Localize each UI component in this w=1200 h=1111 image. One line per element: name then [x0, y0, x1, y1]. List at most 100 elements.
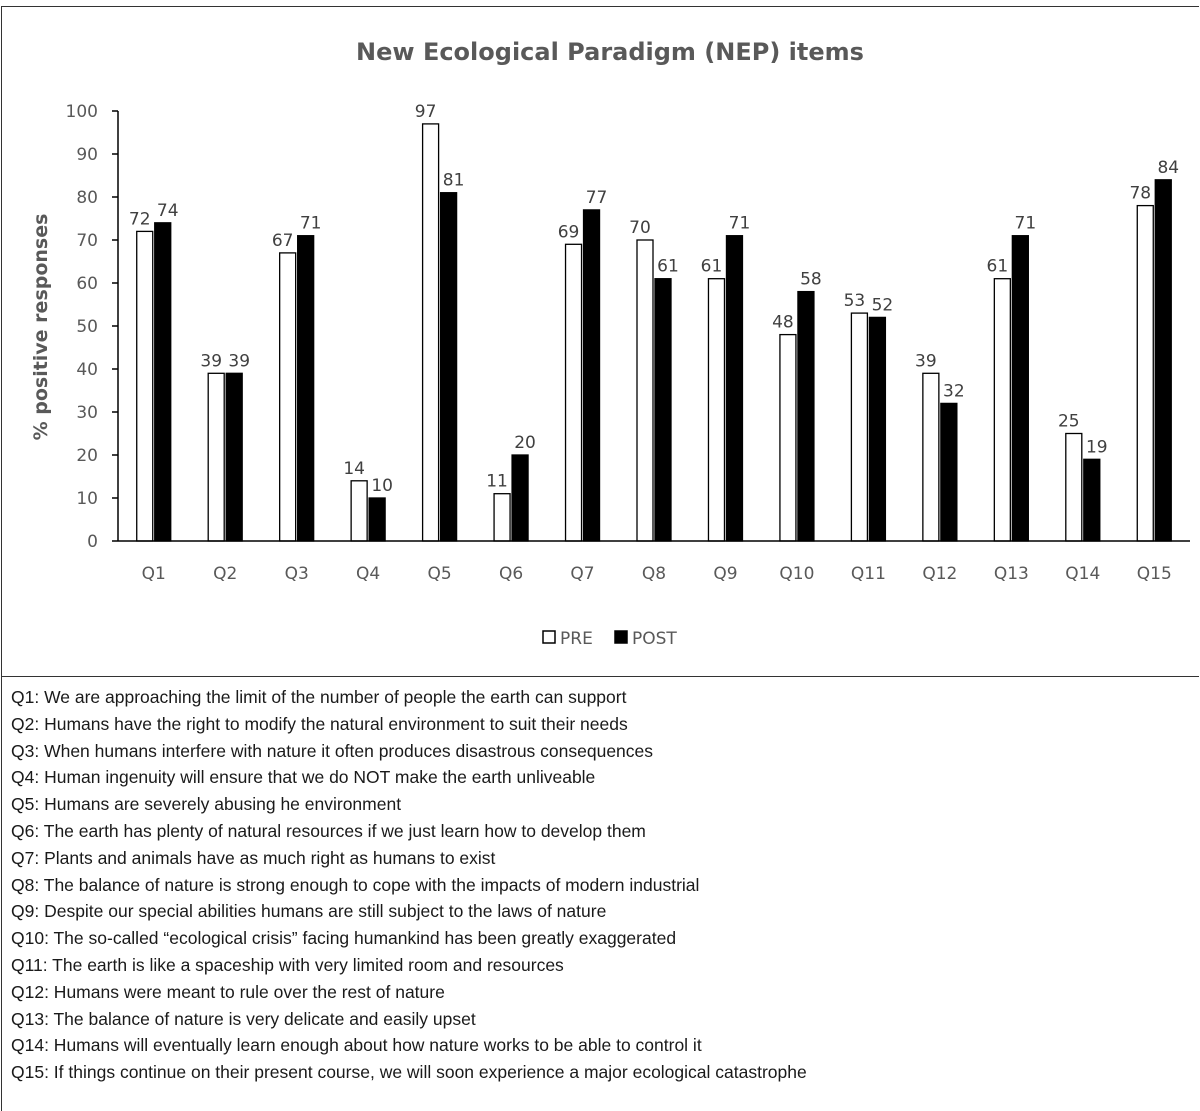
data-label-post-q4: 10: [371, 476, 393, 496]
data-label-post-q15: 84: [1157, 158, 1179, 178]
x-tick-label: Q11: [851, 564, 886, 584]
legend-swatch-pre: [542, 630, 556, 644]
bar-post-q2: [225, 372, 243, 542]
data-label-post-q7: 77: [586, 188, 608, 208]
footnote-q3: Q3: When humans interfere with nature it…: [11, 740, 654, 761]
y-tick-label: 0: [87, 532, 98, 552]
data-label-pre-q2: 39: [200, 351, 222, 371]
y-tick-label: 20: [76, 446, 98, 466]
data-label-pre-q1: 72: [129, 209, 151, 229]
x-tick-label: Q13: [994, 564, 1029, 584]
bar-chart: New Ecological Paradigm (NEP) items % po…: [30, 38, 1190, 649]
legend: PRE POST: [542, 629, 677, 649]
data-label-pre-q3: 67: [272, 231, 294, 251]
bar-post-q9: [725, 235, 744, 542]
data-label-pre-q5: 97: [415, 102, 437, 122]
bar-post-q14: [1083, 458, 1101, 542]
x-tick-label: Q12: [922, 564, 957, 584]
bar-pre-q13: [993, 278, 1011, 542]
bar-pre-q6: [493, 493, 511, 542]
x-tick-label: Q14: [1065, 564, 1100, 584]
legend-label-post: POST: [632, 629, 677, 649]
bar-pre-q3: [279, 252, 297, 542]
bar-post-q3: [297, 235, 315, 542]
data-label-post-q11: 52: [872, 295, 894, 315]
footnote-q11: Q11: The earth is like a spaceship with …: [11, 954, 564, 975]
data-label-pre-q12: 39: [915, 351, 937, 371]
footnotes-panel: Q1: We are approaching the limit of the …: [1, 677, 1200, 1111]
data-label-pre-q8: 70: [629, 218, 651, 238]
y-tick-label: 90: [76, 145, 98, 165]
bar-post-q4: [368, 497, 386, 542]
data-label-post-q14: 19: [1086, 437, 1108, 457]
footnote-q4: Q4: Human ingenuity will ensure that we …: [11, 767, 596, 788]
footnote-q10: Q10: The so-called “ecological crisis” f…: [11, 928, 677, 949]
data-label-post-q10: 58: [800, 270, 822, 290]
y-tick-label: 80: [76, 188, 98, 208]
data-label-post-q13: 71: [1015, 214, 1037, 234]
bar-pre-q9: [707, 278, 726, 542]
bar-post-q12: [940, 402, 958, 542]
footnote-q9: Q9: Despite our special abilities humans…: [11, 901, 607, 922]
x-tick-label: Q8: [642, 564, 666, 584]
bar-pre-q14: [1065, 432, 1083, 542]
bar-post-q10: [797, 290, 815, 542]
footnote-q5: Q5: Humans are severely abusing he envir…: [11, 794, 402, 815]
x-tick-label: Q6: [499, 564, 523, 584]
x-tick-label: Q1: [142, 564, 166, 584]
bar-post-q15: [1154, 179, 1172, 542]
data-label-pre-q9: 61: [701, 257, 723, 277]
y-tick-label: 30: [76, 403, 98, 423]
legend-label-pre: PRE: [560, 629, 593, 649]
y-axis-title: % positive responses: [30, 214, 52, 441]
data-label-pre-q7: 69: [558, 222, 580, 242]
x-tick-label: Q10: [779, 564, 814, 584]
bar-post-q11: [868, 316, 887, 542]
footnote-q1: Q1: We are approaching the limit of the …: [11, 687, 627, 707]
data-label-pre-q14: 25: [1058, 412, 1080, 432]
footnote-q8: Q8: The balance of nature is strong enou…: [11, 874, 700, 895]
footnote-q2: Q2: Humans have the right to modify the …: [11, 713, 628, 734]
bar-post-q7: [582, 209, 601, 542]
x-tick-label: Q3: [285, 564, 309, 584]
footnote-q6: Q6: The earth has plenty of natural reso…: [11, 820, 646, 841]
bar-post-q5: [439, 192, 458, 542]
y-tick-label: 50: [76, 317, 98, 337]
bar-pre-q1: [136, 230, 154, 542]
x-tick-label: Q7: [570, 564, 594, 584]
bar-post-q13: [1011, 235, 1029, 542]
bar-pre-q10: [779, 333, 797, 542]
data-label-post-q6: 20: [514, 433, 536, 453]
y-tick-label: 40: [76, 360, 98, 380]
data-label-post-q9: 71: [729, 214, 751, 234]
bar-pre-q11: [850, 312, 869, 542]
x-tick-label: Q5: [427, 564, 451, 584]
bar-pre-q15: [1136, 204, 1154, 542]
bar-pre-q8: [636, 239, 654, 542]
footnote-q12: Q12: Humans were meant to rule over the …: [11, 981, 445, 1002]
data-label-post-q5: 81: [443, 171, 465, 191]
data-label-post-q12: 32: [943, 381, 965, 401]
bars-group: 72 74 39 39 67 71 14 10 97 81 11 20 69 77 70 61 61 71 48 58…: [129, 102, 1179, 542]
bar-post-q1: [154, 222, 172, 542]
y-tick-label: 70: [76, 231, 98, 251]
legend-swatch-post: [614, 630, 628, 644]
data-label-pre-q6: 11: [486, 472, 508, 492]
bar-pre-q7: [564, 243, 583, 542]
x-tick-label: Q2: [213, 564, 237, 584]
bar-post-q8: [654, 278, 672, 542]
y-tick-label: 100: [66, 102, 98, 122]
data-label-post-q2: 39: [228, 351, 250, 371]
footnote-q13: Q13: The balance of nature is very delic…: [11, 1008, 476, 1029]
bar-pre-q12: [922, 372, 940, 542]
x-tick-label: Q9: [713, 564, 737, 584]
bar-pre-q5: [421, 123, 440, 542]
bar-pre-q2: [207, 372, 225, 542]
footnote-q14: Q14: Humans will eventually learn enough…: [11, 1035, 702, 1056]
y-axis: 0 10 20 30 40 50 60 70 80 90 100: [66, 102, 119, 552]
footnote-q7: Q7: Plants and animals have as much righ…: [11, 847, 496, 868]
y-tick-label: 10: [76, 489, 98, 509]
data-label-pre-q10: 48: [772, 313, 794, 333]
footnote-q15: Q15: If things continue on their present…: [11, 1062, 807, 1083]
data-label-pre-q13: 61: [987, 257, 1009, 277]
